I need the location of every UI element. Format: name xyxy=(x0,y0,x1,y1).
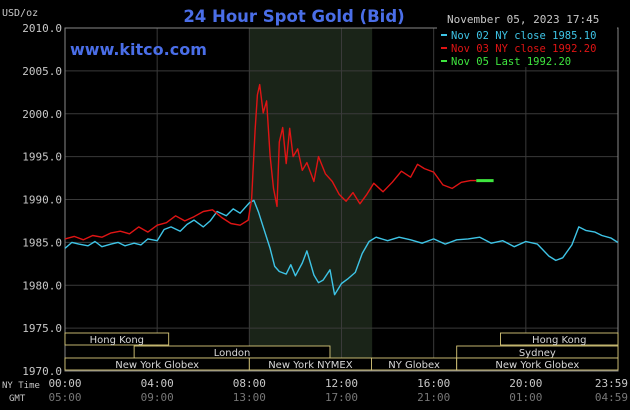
x-tick-label-gmt: 01:00 xyxy=(509,391,542,404)
y-tick-label: 2005.0 xyxy=(22,65,62,78)
x-tick-label-gmt: 04:59 xyxy=(595,391,628,404)
x-tick-label-ny: 00:00 xyxy=(48,377,81,390)
x-tick-label-gmt: 21:00 xyxy=(417,391,450,404)
y-tick-label: 2010.0 xyxy=(22,22,62,35)
y-tick-label: 1995.0 xyxy=(22,151,62,164)
x-tick-label-ny: 08:00 xyxy=(233,377,266,390)
session-label: New York NYMEX xyxy=(268,360,353,371)
chart-title: 24 Hour Spot Gold (Bid) xyxy=(183,7,404,26)
x-axis-ny-label: NY Time xyxy=(2,381,40,391)
session-bar xyxy=(456,357,619,371)
x-tick-label-ny: 04:00 xyxy=(141,377,174,390)
session-label: London xyxy=(214,348,251,359)
series-line-nov-02-ny-close xyxy=(64,199,619,296)
session-label: Hong Kong xyxy=(532,335,586,346)
x-tick-label-gmt: 09:00 xyxy=(141,391,174,404)
y-tick-label: 1990.0 xyxy=(22,194,62,207)
legend-background xyxy=(437,27,617,67)
x-tick-label-ny: 16:00 xyxy=(417,377,450,390)
x-axis-gmt-label: GMT xyxy=(9,394,26,404)
legend-entry: Nov 02 NY close 1985.10 xyxy=(451,30,596,42)
session-bar xyxy=(500,332,619,346)
y-axis: 2010.0 2005.0 2000.0 1995.0 1990.0 1985.0 1980… xyxy=(22,22,62,378)
x-tick-label-ny: 20:00 xyxy=(509,377,542,390)
session-label: Hong Kong xyxy=(90,335,144,346)
plot-border xyxy=(64,27,619,372)
session-label: New York Globex xyxy=(115,360,199,371)
y-tick-label: 1985.0 xyxy=(22,236,62,249)
y-tick-label: 1975.0 xyxy=(22,322,62,335)
grid-lines xyxy=(64,27,619,372)
x-tick-label-gmt: 13:00 xyxy=(233,391,266,404)
y-tick-label: 1980.0 xyxy=(22,279,62,292)
legend-entry: Nov 05 Last 1992.20 xyxy=(451,56,571,68)
session-label: New York Globex xyxy=(495,360,579,371)
chart-timestamp: November 05, 2023 17:45 xyxy=(447,13,599,26)
x-tick-label-gmt: 05:00 xyxy=(48,391,81,404)
legend-entry: Nov 03 NY close 1992.20 xyxy=(451,43,596,55)
x-tick-label-gmt: 17:00 xyxy=(325,391,358,404)
series-lines xyxy=(64,83,619,296)
session-bar xyxy=(64,332,170,346)
x-tick-label-ny: 12:00 xyxy=(325,377,358,390)
series-line-nov-03-ny-close xyxy=(64,83,477,241)
session-label: Sydney xyxy=(519,348,556,359)
y-tick-label: 1970.0 xyxy=(22,365,62,378)
y-axis-unit-label: USD/oz xyxy=(2,8,38,19)
chart-subtitle: www.kitco.com xyxy=(70,40,207,59)
x-tick-label-ny: 23:59 xyxy=(595,377,628,390)
y-tick-label: 2000.0 xyxy=(22,108,62,121)
session-label: NY Globex xyxy=(388,360,440,371)
